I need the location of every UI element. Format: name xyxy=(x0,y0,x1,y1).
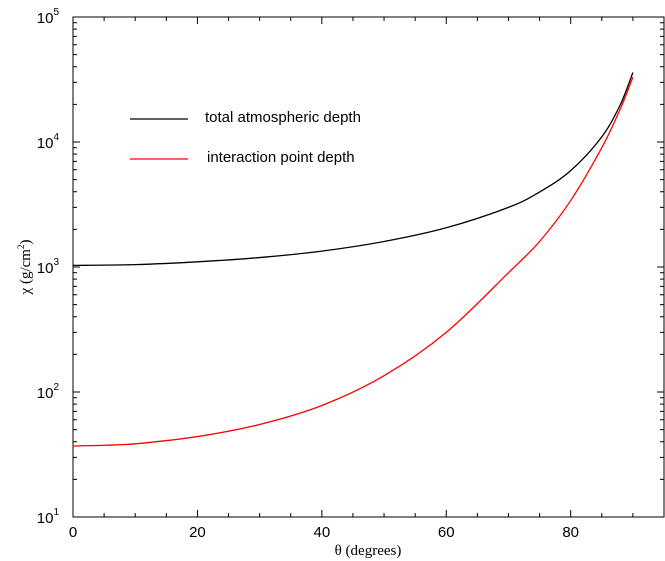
y-axis-title-close: ) xyxy=(18,240,34,245)
y-tick-label: 105 xyxy=(37,7,60,27)
legend-label-interaction: interaction point depth xyxy=(207,149,355,166)
x-tick-label: 60 xyxy=(438,524,455,541)
x-tick-label: 40 xyxy=(313,524,330,541)
y-tick-label: 101 xyxy=(37,507,60,527)
series-line-interaction-point-depth xyxy=(72,76,634,447)
x-tick-label: 80 xyxy=(562,524,579,541)
y-tick-label: 103 xyxy=(37,257,60,277)
legend: total atmospheric depth interaction poin… xyxy=(130,109,361,166)
y-tick-label: 102 xyxy=(37,382,60,402)
x-axis-ticks: 0 20 40 60 80 xyxy=(69,17,634,541)
y-axis-title-main: χ (g/cm xyxy=(18,249,34,296)
x-tick-label: 0 xyxy=(69,524,77,541)
series-layer xyxy=(72,72,634,447)
y-tick-label: 104 xyxy=(37,132,60,152)
y-axis-title: χ (g/cm2) xyxy=(16,240,34,296)
x-axis-title: θ (degrees) xyxy=(335,543,402,559)
legend-label-total: total atmospheric depth xyxy=(205,109,361,126)
series-line-total-atmospheric-depth xyxy=(72,72,634,267)
y-axis-ticks: 101 102 103 104 105 xyxy=(37,7,664,527)
y-axis-title-exponent: 2 xyxy=(16,245,26,250)
plot-frame xyxy=(72,16,665,518)
x-tick-label: 20 xyxy=(189,524,206,541)
